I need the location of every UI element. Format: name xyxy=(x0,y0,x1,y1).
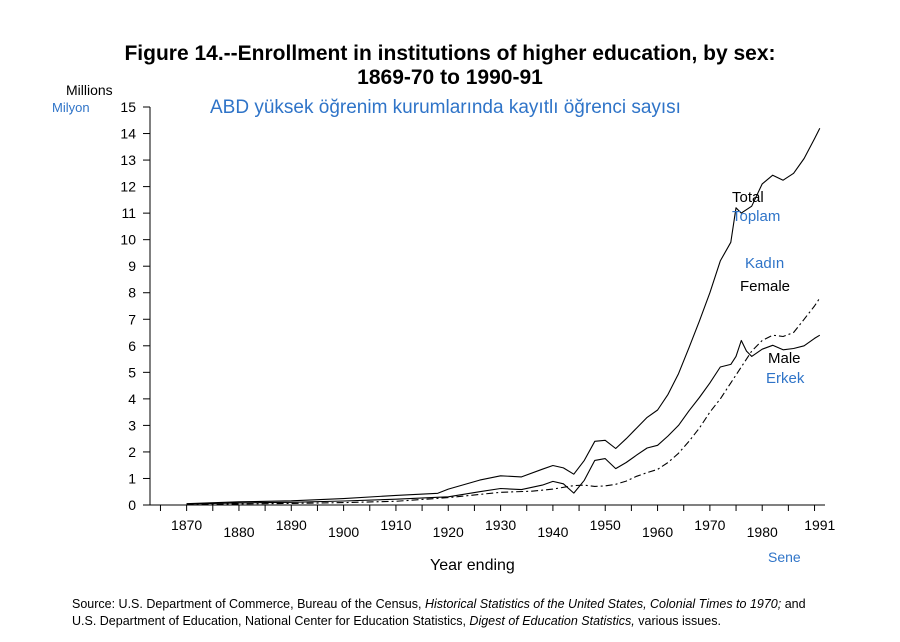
source-line2-italic: Digest of Education Statistics, xyxy=(469,614,635,628)
chart-title-line1: Figure 14.--Enrollment in institutions o… xyxy=(124,42,776,65)
series-label-total: Total xyxy=(732,189,764,206)
source-line1-prefix: Source: U.S. Department of Commerce, Bur… xyxy=(72,597,425,611)
source-line2-suffix: various issues. xyxy=(634,614,721,628)
x-tick-label: 1940 xyxy=(537,524,568,540)
y-tick-label: 3 xyxy=(128,417,136,433)
series-line-male xyxy=(186,334,821,505)
y-tick-label: 6 xyxy=(128,338,136,354)
x-tick-label: 1930 xyxy=(485,517,516,533)
series-label-tr-female: Kadın xyxy=(745,255,784,272)
source-line2-prefix: U.S. Department of Education, National C… xyxy=(72,614,470,628)
y-tick-label: 0 xyxy=(128,497,136,513)
y-tick-label: 14 xyxy=(120,126,136,142)
y-tick-label: 7 xyxy=(128,311,136,327)
x-axis-label-tr: Sene xyxy=(768,549,801,565)
x-tick-label: 1880 xyxy=(223,524,254,540)
y-tick-label: 15 xyxy=(120,99,136,115)
source-note-line1: Source: U.S. Department of Commerce, Bur… xyxy=(72,596,806,613)
x-axis-label-en: Year ending xyxy=(430,557,515,574)
y-unit-label-en: Millions xyxy=(66,82,113,98)
y-tick-label: 1 xyxy=(128,470,136,486)
x-tick-label: 1910 xyxy=(380,517,411,533)
y-tick-label: 10 xyxy=(120,232,136,248)
chart-subtitle-turkish: ABD yüksek öğrenim kurumlarında kayıtlı … xyxy=(210,97,681,118)
series-label-tr-male: Erkek xyxy=(766,370,805,387)
x-tick-label: 1870 xyxy=(171,517,202,533)
x-tick-label: 1991 xyxy=(804,517,835,533)
y-tick-label: 13 xyxy=(120,152,136,168)
x-tick-label: 1890 xyxy=(276,517,307,533)
series-line-total xyxy=(186,127,821,505)
y-tick-label: 9 xyxy=(128,258,136,274)
series-label-tr-total: Toplam xyxy=(732,208,780,225)
x-tick-label: 1950 xyxy=(590,517,621,533)
source-note-line2: U.S. Department of Education, National C… xyxy=(72,613,721,630)
y-unit-label-tr: Milyon xyxy=(52,100,90,115)
y-tick-label: 2 xyxy=(128,444,136,460)
chart-series-labels: Total Toplam Female Kadın Male Erkek xyxy=(732,189,805,387)
source-line1-suffix: and xyxy=(781,597,806,611)
x-tick-label: 1920 xyxy=(433,524,464,540)
series-label-female: Female xyxy=(740,278,790,295)
y-tick-label: 8 xyxy=(128,285,136,301)
chart-title-line2: 1869-70 to 1990-91 xyxy=(357,66,543,89)
source-line1-italic: Historical Statistics of the United Stat… xyxy=(424,597,782,611)
x-tick-label: 1900 xyxy=(328,524,359,540)
x-tick-label: 1960 xyxy=(642,524,673,540)
y-tick-label: 12 xyxy=(120,179,136,195)
x-tick-label: 1980 xyxy=(747,524,778,540)
series-label-male: Male xyxy=(768,350,801,367)
y-tick-label: 11 xyxy=(121,205,136,221)
chart-series-lines xyxy=(186,127,821,506)
x-tick-label: 1970 xyxy=(694,517,725,533)
y-tick-label: 5 xyxy=(128,364,136,380)
series-line-female xyxy=(186,297,821,506)
y-tick-label: 4 xyxy=(128,391,136,407)
